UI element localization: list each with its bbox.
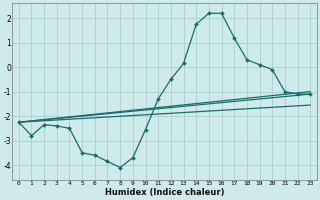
X-axis label: Humidex (Indice chaleur): Humidex (Indice chaleur) [105,188,224,197]
